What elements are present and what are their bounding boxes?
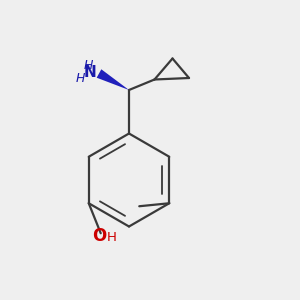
Text: H: H <box>75 72 85 86</box>
Text: H: H <box>106 231 116 244</box>
Polygon shape <box>97 69 129 90</box>
Text: N: N <box>83 65 96 80</box>
Text: H: H <box>83 58 93 72</box>
Text: O: O <box>92 227 106 245</box>
